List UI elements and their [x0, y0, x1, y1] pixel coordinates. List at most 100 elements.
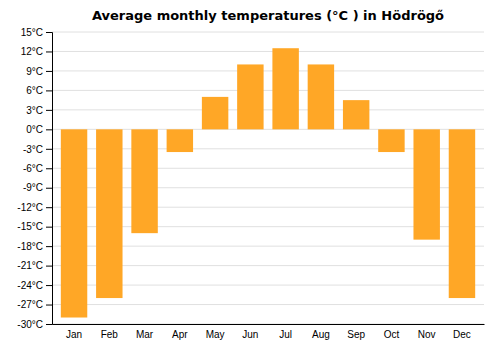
y-tick: -6°C	[23, 163, 52, 174]
x-tick: Mar	[136, 329, 154, 340]
title: Average monthly temperatures (°C ) in Hö…	[92, 8, 444, 23]
y-tick-label: -3°C	[23, 144, 43, 155]
x-tick-label: Sep	[347, 329, 365, 340]
y-tick-label: -15°C	[17, 221, 43, 232]
bar	[237, 64, 263, 129]
grid-line	[52, 304, 484, 305]
x-tick-label: Jun	[242, 329, 258, 340]
y-tick: 6°C	[26, 85, 52, 96]
y-tick-mark	[46, 71, 52, 72]
bar	[167, 129, 193, 152]
grid-line	[52, 109, 484, 110]
y-tick: -9°C	[23, 182, 52, 193]
y-tick-label: 0°C	[26, 124, 43, 135]
y-tick: -27°C	[17, 299, 52, 310]
x-tick-label: Jul	[279, 329, 292, 340]
y-tick: 12°C	[21, 46, 52, 57]
y-axis-line	[46, 33, 53, 325]
bar	[272, 48, 298, 129]
y-tick-mark	[46, 227, 52, 228]
bar	[96, 129, 122, 298]
x-axis: Jan Feb Mar Apr May Jun Jul Aug Sep Oct Nov Dec	[53, 325, 485, 341]
y-tick-label: -12°C	[17, 202, 43, 213]
y-tick-mark	[46, 168, 52, 169]
y-tick-label: -30°C	[17, 319, 43, 330]
y-tick-mark	[46, 129, 52, 130]
y-tick-mark	[46, 110, 52, 111]
x-tick-label: Apr	[172, 329, 188, 340]
grid	[52, 32, 484, 324]
grid-line	[52, 324, 484, 325]
plot: -30°C -27°C -24°C -21°C -18°C -15°C -12°C -9°C -…	[17, 27, 484, 340]
y-tick-label: -21°C	[17, 260, 43, 271]
y-tick: -21°C	[17, 260, 52, 271]
x-tick: Feb	[101, 329, 119, 340]
y-tick-label: 6°C	[26, 85, 43, 96]
y-tick-mark	[46, 246, 52, 247]
y-tick: 9°C	[26, 66, 52, 77]
x-tick-label: May	[206, 329, 225, 340]
x-tick-label: Dec	[453, 329, 471, 340]
bar	[131, 129, 157, 233]
x-tick-label: Mar	[136, 329, 154, 340]
y-tick: -24°C	[17, 280, 52, 291]
x-axis-line	[53, 324, 485, 325]
y-tick-mark	[46, 90, 52, 91]
y-tick-label: -6°C	[23, 163, 43, 174]
bar	[449, 129, 475, 298]
y-tick-label: 3°C	[26, 105, 43, 116]
y-tick-mark	[46, 266, 52, 267]
bar	[202, 97, 228, 129]
x-tick-label: Jan	[66, 329, 82, 340]
x-tick-label: Oct	[384, 329, 400, 340]
y-tick-mark	[46, 149, 52, 150]
y-tick-label: -18°C	[17, 241, 43, 252]
x-tick: May	[206, 329, 225, 340]
bar	[61, 129, 87, 317]
x-tick: Jan	[66, 329, 82, 340]
y-tick-label: -27°C	[17, 299, 43, 310]
y-tick: -18°C	[17, 241, 52, 252]
y-tick-label: -9°C	[23, 182, 43, 193]
y-tick: -30°C	[17, 319, 52, 330]
grid-line	[52, 32, 484, 33]
x-tick-label: Nov	[418, 329, 436, 340]
y-tick: -15°C	[17, 221, 52, 232]
x-tick-label: Feb	[101, 329, 119, 340]
y-tick-mark	[46, 188, 52, 189]
y-tick-mark	[46, 324, 52, 325]
x-tick: Sep	[347, 329, 365, 340]
bar	[378, 129, 404, 152]
x-tick-label: Aug	[312, 329, 330, 340]
y-tick-label: 9°C	[26, 66, 43, 77]
grid-line	[52, 70, 484, 71]
y-tick-label: 12°C	[21, 46, 43, 57]
bar	[308, 64, 334, 129]
y-tick-mark	[46, 51, 52, 52]
y-tick-label: -24°C	[17, 280, 43, 291]
grid-line	[52, 51, 484, 52]
chart: -30°C -27°C -24°C -21°C -18°C -15°C -12°C -9°C -…	[0, 0, 500, 350]
bar	[413, 129, 439, 239]
grid-line	[52, 90, 484, 91]
y-tick-mark	[46, 305, 52, 306]
y-tick: -3°C	[23, 144, 52, 155]
x-tick: Oct	[384, 329, 400, 340]
y-tick: -12°C	[17, 202, 52, 213]
bars	[61, 48, 475, 317]
x-tick: Dec	[453, 329, 471, 340]
y-tick-mark	[46, 285, 52, 286]
y-axis: -30°C -27°C -24°C -21°C -18°C -15°C -12°C -9°C -…	[17, 27, 52, 330]
y-tick-mark	[46, 207, 52, 208]
x-tick: Apr	[172, 329, 188, 340]
y-tick: 15°C	[21, 27, 52, 38]
bar	[343, 100, 369, 129]
y-tick-label: 15°C	[21, 27, 43, 38]
y-tick: 0°C	[26, 124, 52, 135]
x-tick: Jul	[279, 329, 292, 340]
y-tick-mark	[46, 32, 52, 33]
x-tick: Nov	[418, 329, 436, 340]
x-tick: Jun	[242, 329, 258, 340]
x-tick: Aug	[312, 329, 330, 340]
y-tick: 3°C	[26, 105, 52, 116]
